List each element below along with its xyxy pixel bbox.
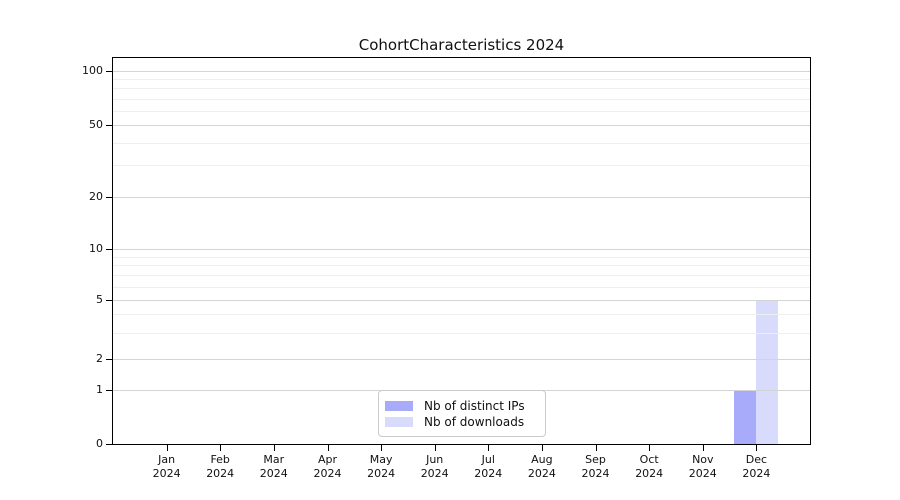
y-gridline-minor: [113, 142, 810, 144]
y-gridline-minor: [113, 332, 810, 334]
chart-title: CohortCharacteristics 2024: [358, 36, 565, 54]
y-tick-label: 20: [89, 190, 103, 203]
x-tick-mark: [273, 445, 275, 451]
x-tick-label: May 2024: [367, 453, 396, 480]
y-tick-mark: [106, 71, 112, 72]
y-gridline-minor: [113, 256, 810, 258]
y-tick-mark: [106, 197, 112, 198]
y-gridline-minor: [113, 265, 810, 267]
x-tick-mark: [327, 445, 329, 451]
y-tick-label: 2: [96, 352, 103, 365]
y-gridline-minor: [113, 275, 810, 277]
y-gridline-minor: [113, 314, 810, 316]
legend-entry: Nb of distinct IPs: [385, 398, 537, 414]
y-tick-label: 1: [96, 383, 103, 396]
legend-label: Nb of downloads: [424, 415, 525, 429]
x-tick-label: Jun 2024: [420, 453, 449, 480]
y-gridline-major: [113, 125, 810, 126]
x-tick-mark: [649, 445, 651, 451]
y-tick-mark: [106, 390, 112, 391]
x-tick-label: Feb 2024: [206, 453, 235, 480]
x-tick-mark: [166, 445, 168, 451]
legend-label: Nb of distinct IPs: [424, 399, 525, 413]
y-gridline-major: [113, 71, 810, 72]
y-tick-mark: [106, 359, 112, 360]
bar-nb-of-distinct-ips: [734, 390, 757, 444]
bar-nb-of-downloads: [756, 300, 779, 444]
x-tick-label: Apr 2024: [313, 453, 342, 480]
y-tick-label: 0: [96, 437, 103, 450]
y-tick-mark: [106, 125, 112, 126]
x-tick-label: Oct 2024: [635, 453, 664, 480]
plot-area: [112, 57, 811, 445]
y-tick-label: 10: [89, 242, 103, 255]
x-tick-label: Sep 2024: [581, 453, 610, 480]
x-tick-label: Jan 2024: [152, 453, 181, 480]
legend-swatch: [385, 401, 413, 411]
x-tick-mark: [595, 445, 597, 451]
y-gridline-major: [113, 359, 810, 360]
x-tick-label: Mar 2024: [259, 453, 288, 480]
legend-entry: Nb of downloads: [385, 414, 537, 430]
y-gridline-minor: [113, 165, 810, 167]
x-tick-mark: [541, 445, 543, 451]
y-tick-label: 100: [82, 64, 103, 77]
y-gridline-minor: [113, 110, 810, 112]
x-tick-mark: [434, 445, 436, 451]
legend-swatch: [385, 417, 413, 427]
y-gridline-minor: [113, 98, 810, 100]
x-tick-label: Dec 2024: [742, 453, 771, 480]
legend: Nb of distinct IPs Nb of downloads: [378, 390, 546, 437]
y-tick-mark: [106, 300, 112, 301]
y-gridline-major: [113, 197, 810, 198]
y-tick-mark: [106, 444, 112, 445]
y-tick-mark: [106, 249, 112, 250]
y-gridline-major: [113, 249, 810, 250]
y-gridline-major: [113, 300, 810, 301]
y-tick-label: 5: [96, 293, 103, 306]
x-tick-label: Aug 2024: [527, 453, 556, 480]
y-gridline-minor: [113, 88, 810, 90]
x-tick-label: Jul 2024: [474, 453, 503, 480]
y-gridline-minor: [113, 286, 810, 288]
x-tick-mark: [756, 445, 758, 451]
y-gridline-minor: [113, 79, 810, 81]
x-tick-mark: [220, 445, 222, 451]
x-tick-mark: [381, 445, 383, 451]
x-tick-mark: [488, 445, 490, 451]
y-tick-label: 50: [89, 118, 103, 131]
x-tick-mark: [702, 445, 704, 451]
x-tick-label: Nov 2024: [688, 453, 717, 480]
